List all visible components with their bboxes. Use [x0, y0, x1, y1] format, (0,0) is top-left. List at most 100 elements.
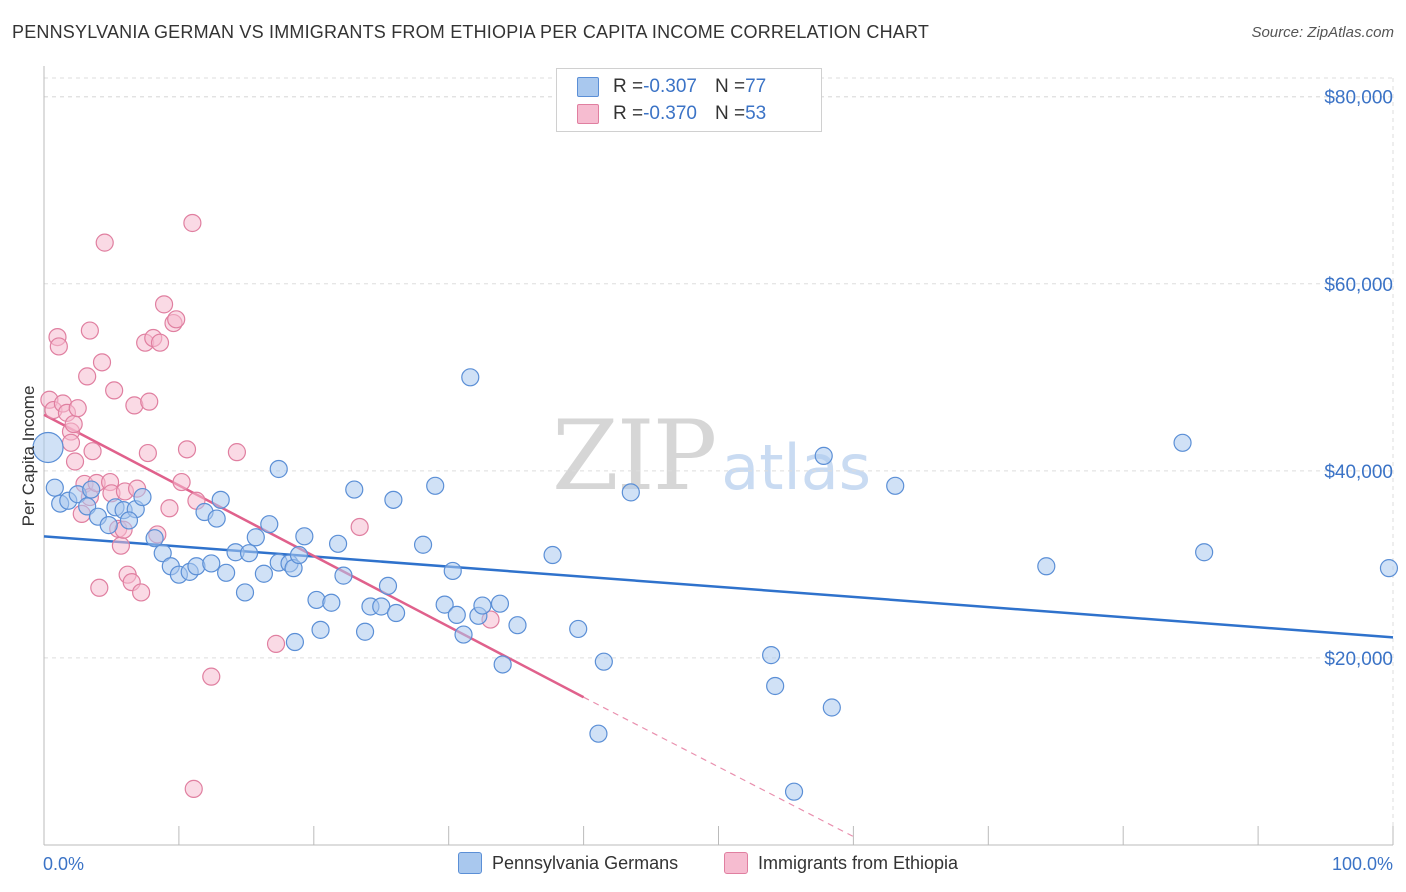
data-point-ethiopia — [184, 779, 203, 798]
data-point-pennsylvania-germans — [490, 594, 510, 613]
watermark-atlas: atlas — [721, 431, 872, 504]
grid — [44, 77, 1394, 845]
data-point-pennsylvania-germans — [443, 561, 462, 581]
legend-row-ethiopia: R = -0.370 N = 53 — [577, 102, 766, 126]
data-point-ethiopia — [202, 667, 221, 686]
data-point-pennsylvania-germans — [145, 529, 164, 548]
data-point-ethiopia — [160, 499, 179, 518]
data-point-pennsylvania-germans — [372, 597, 391, 616]
data-point-ethiopia — [167, 310, 186, 329]
data-point-pennsylvania-germans — [254, 564, 273, 583]
y-tick-label: $80,000 — [1324, 88, 1393, 109]
data-point-pennsylvania-germans — [1173, 433, 1192, 452]
data-point-ethiopia — [65, 452, 85, 471]
legend-item-pennsylvania-germans[interactable]: Pennsylvania Germans — [458, 852, 678, 874]
data-point-pennsylvania-germans — [239, 544, 259, 563]
data-point-pennsylvania-germans — [82, 480, 101, 499]
data-point-pennsylvania-germans — [187, 557, 206, 576]
legend-swatch-blue — [458, 852, 482, 874]
data-point-ethiopia — [138, 443, 157, 463]
data-point-pennsylvania-germans — [1037, 557, 1056, 576]
legend-swatch-pink — [724, 852, 748, 874]
data-point-ethiopia — [350, 517, 369, 537]
data-point-pennsylvania-germans — [508, 616, 527, 635]
data-point-ethiopia — [78, 367, 97, 386]
data-point-pennsylvania-germans — [454, 625, 473, 644]
trend-lines — [43, 413, 1394, 838]
legend-row-pennsylvania-germans: R = -0.307 N = 77 — [577, 75, 766, 99]
data-point-pennsylvania-germans — [766, 676, 785, 696]
data-point-pennsylvania-germans — [269, 459, 288, 479]
data-point-pennsylvania-germans — [386, 603, 406, 623]
data-point-pennsylvania-germans — [762, 646, 781, 665]
legend-item-ethiopia[interactable]: Immigrants from Ethiopia — [724, 852, 958, 874]
data-point-pennsylvania-germans — [45, 478, 64, 497]
data-point-pennsylvania-germans — [328, 534, 348, 553]
data-point-pennsylvania-germans — [461, 368, 480, 387]
data-point-pennsylvania-germans — [621, 483, 640, 502]
data-point-pennsylvania-germans — [355, 622, 375, 641]
data-point-ethiopia — [150, 333, 170, 352]
data-point-pennsylvania-germans — [295, 527, 314, 546]
axes — [43, 66, 1394, 846]
data-point-ethiopia — [61, 433, 81, 452]
data-point-ethiopia — [266, 634, 286, 653]
data-point-pennsylvania-germans — [246, 528, 265, 547]
trend-line-ethiopia — [43, 413, 585, 699]
legend-r-label: R = — [613, 76, 644, 97]
data-point-pennsylvania-germans — [202, 554, 221, 573]
x-tick-label-min: 0.0% — [43, 854, 84, 874]
legend-r-value: -0.307 — [643, 76, 697, 97]
chart-title: PENNSYLVANIA GERMAN VS IMMIGRANTS FROM E… — [12, 22, 930, 42]
data-point-ethiopia — [80, 321, 99, 340]
trend-line-pennsylvania-germans — [43, 535, 1394, 639]
data-point-pennsylvania-germans — [413, 535, 433, 554]
data-point-ethiopia — [49, 337, 68, 356]
data-point-ethiopia — [125, 396, 144, 415]
data-point-pennsylvania-germans — [426, 476, 445, 495]
legend-n-value: 77 — [745, 76, 767, 97]
data-point-pennsylvania-germans — [260, 515, 279, 534]
data-point-pennsylvania-germans — [435, 595, 454, 614]
data-point-ethiopia — [68, 399, 87, 418]
data-point-pennsylvania-germans — [311, 620, 330, 639]
points — [32, 213, 1399, 801]
data-point-pennsylvania-germans — [493, 655, 512, 674]
legend-item-label: Pennsylvania Germans — [492, 852, 679, 873]
data-point-pennsylvania-germans — [345, 480, 364, 499]
data-point-pennsylvania-germans — [384, 490, 403, 509]
data-point-pennsylvania-germans — [1379, 559, 1399, 578]
data-point-pennsylvania-germans — [334, 566, 353, 585]
data-point-pennsylvania-germans — [99, 516, 118, 535]
data-point-pennsylvania-germans — [32, 431, 64, 464]
source-label: Source: ZipAtlas.com — [1251, 24, 1394, 41]
data-point-ethiopia — [140, 392, 159, 411]
x-tick-label-max: 100.0% — [1332, 854, 1393, 874]
legend-swatch-blue — [577, 77, 599, 97]
data-point-pennsylvania-germans — [289, 545, 309, 565]
data-point-ethiopia — [105, 381, 124, 400]
data-point-pennsylvania-germans — [119, 511, 139, 530]
data-point-pennsylvania-germans — [307, 590, 326, 610]
legend-item-label: Immigrants from Ethiopia — [758, 852, 959, 873]
data-point-pennsylvania-germans — [378, 576, 398, 596]
legend-n-label: N = — [714, 103, 746, 124]
y-tick-label: $60,000 — [1324, 275, 1393, 296]
data-point-pennsylvania-germans — [822, 698, 841, 717]
data-point-pennsylvania-germans — [1195, 543, 1214, 562]
legend-n-value: 53 — [745, 103, 767, 124]
data-point-ethiopia — [90, 578, 109, 597]
data-point-pennsylvania-germans — [211, 490, 230, 509]
data-point-pennsylvania-germans — [473, 596, 492, 615]
correlation-legend: R = -0.307 N = 77 R = -0.370 N = 53 — [556, 68, 822, 132]
data-point-pennsylvania-germans — [543, 545, 562, 565]
data-point-ethiopia — [92, 353, 112, 372]
data-point-pennsylvania-germans — [594, 652, 613, 671]
legend-swatch-pink — [577, 104, 599, 124]
data-point-pennsylvania-germans — [133, 487, 152, 507]
y-tick-label: $20,000 — [1324, 649, 1393, 670]
data-point-ethiopia — [227, 443, 247, 462]
data-point-pennsylvania-germans — [589, 724, 608, 743]
data-point-pennsylvania-germans — [569, 619, 588, 639]
